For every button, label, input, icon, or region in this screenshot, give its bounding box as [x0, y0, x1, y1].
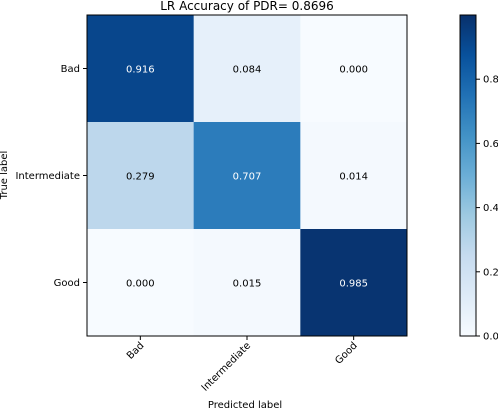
- heatmap-cell: [193, 15, 301, 123]
- cell-value-label: 0.279: [126, 172, 155, 183]
- cell-value-label: 0.985: [339, 279, 368, 290]
- x-axis-label: Predicted label: [208, 400, 282, 410]
- cell-value-label: 0.015: [233, 279, 262, 290]
- heatmap-cell: [300, 122, 408, 230]
- y-tick-label: Good: [54, 278, 80, 289]
- colorbar-ticks: 0.0 0.2 0.4 0.6 0.8: [476, 75, 498, 343]
- x-tick-label: Bad: [125, 340, 146, 361]
- heatmap-cell: [300, 15, 408, 123]
- cell-value-label: 0.707: [233, 172, 262, 183]
- cell-value-label: 0.916: [126, 65, 155, 76]
- colorbar-tick-label: 0.8: [483, 75, 498, 86]
- cell-value-label: 0.014: [339, 172, 368, 183]
- x-tick-label: Good: [333, 340, 359, 366]
- heatmap-cell: [300, 229, 408, 337]
- heatmap-cell: [87, 15, 195, 123]
- colorbar-tick-label: 0.4: [483, 203, 498, 214]
- cell-value-label: 0.084: [233, 65, 262, 76]
- heatmap-cell: [193, 229, 301, 337]
- cell-value-label: 0.000: [339, 65, 368, 76]
- heatmap-cell: [87, 122, 195, 230]
- heatmap-cells: 0.916 0.084 0.000 0.279 0.707 0.014 0.000 0.015…: [87, 15, 408, 337]
- cell-value-label: 0.000: [126, 279, 155, 290]
- colorbar: [459, 14, 477, 337]
- heatmap-cell: [87, 229, 195, 337]
- y-axis-label: True label: [0, 151, 10, 201]
- x-tick-label: Intermediate: [200, 340, 253, 393]
- colorbar-tick-label: 0.0: [483, 332, 498, 343]
- colorbar-tick-label: 0.6: [483, 139, 498, 150]
- y-tick-label: Bad: [61, 64, 80, 75]
- heatmap-cell: [193, 122, 301, 230]
- y-tick-label: Intermediate: [15, 171, 80, 182]
- chart-title: LR Accuracy of PDR= 0.8696: [160, 0, 334, 13]
- colorbar-tick-label: 0.2: [483, 267, 498, 278]
